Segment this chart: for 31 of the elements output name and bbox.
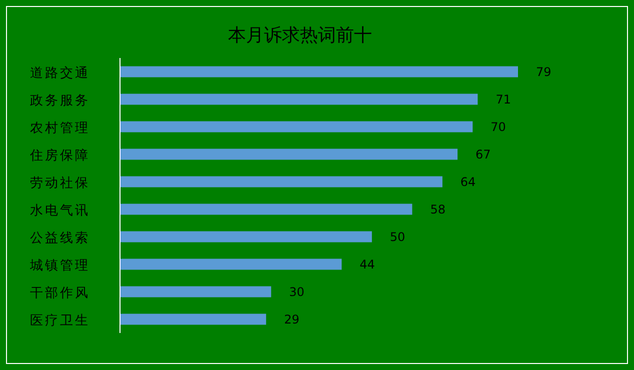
- data-label: 50: [390, 230, 406, 244]
- bar: [120, 231, 372, 242]
- y-tick-label: 干部作风: [30, 286, 90, 301]
- y-tick-label: 农村管理: [30, 120, 90, 136]
- data-label: 70: [490, 120, 506, 134]
- data-label: 67: [476, 147, 491, 162]
- data-label: 30: [289, 284, 304, 299]
- y-tick-label: 公益线索: [30, 230, 90, 246]
- data-label: 44: [360, 257, 375, 272]
- data-label: 71: [496, 92, 511, 106]
- bar: [120, 314, 266, 325]
- y-tick-label: 道路交通: [30, 64, 90, 81]
- bar: [120, 286, 272, 298]
- y-tick-label: 医疗卫生: [30, 313, 90, 328]
- bar: [120, 94, 478, 105]
- y-tick-label: 水电气讯: [30, 203, 90, 218]
- y-tick-label: 住房保障: [29, 147, 90, 164]
- bar: [120, 66, 518, 78]
- data-label: 29: [284, 312, 300, 326]
- data-label: 64: [460, 174, 476, 189]
- bar: [120, 204, 412, 215]
- y-tick-label: 政务服务: [30, 93, 90, 108]
- bar: [120, 176, 442, 188]
- y-tick-label: 城镇管理: [29, 258, 90, 274]
- data-label: 79: [536, 64, 552, 79]
- bar: [120, 121, 473, 132]
- y-tick-label: 劳动社保: [30, 176, 90, 191]
- data-label: 58: [430, 202, 446, 216]
- bar: [120, 148, 458, 160]
- chart-title: 本月诉求热词前十: [228, 25, 372, 46]
- bar: [120, 258, 342, 270]
